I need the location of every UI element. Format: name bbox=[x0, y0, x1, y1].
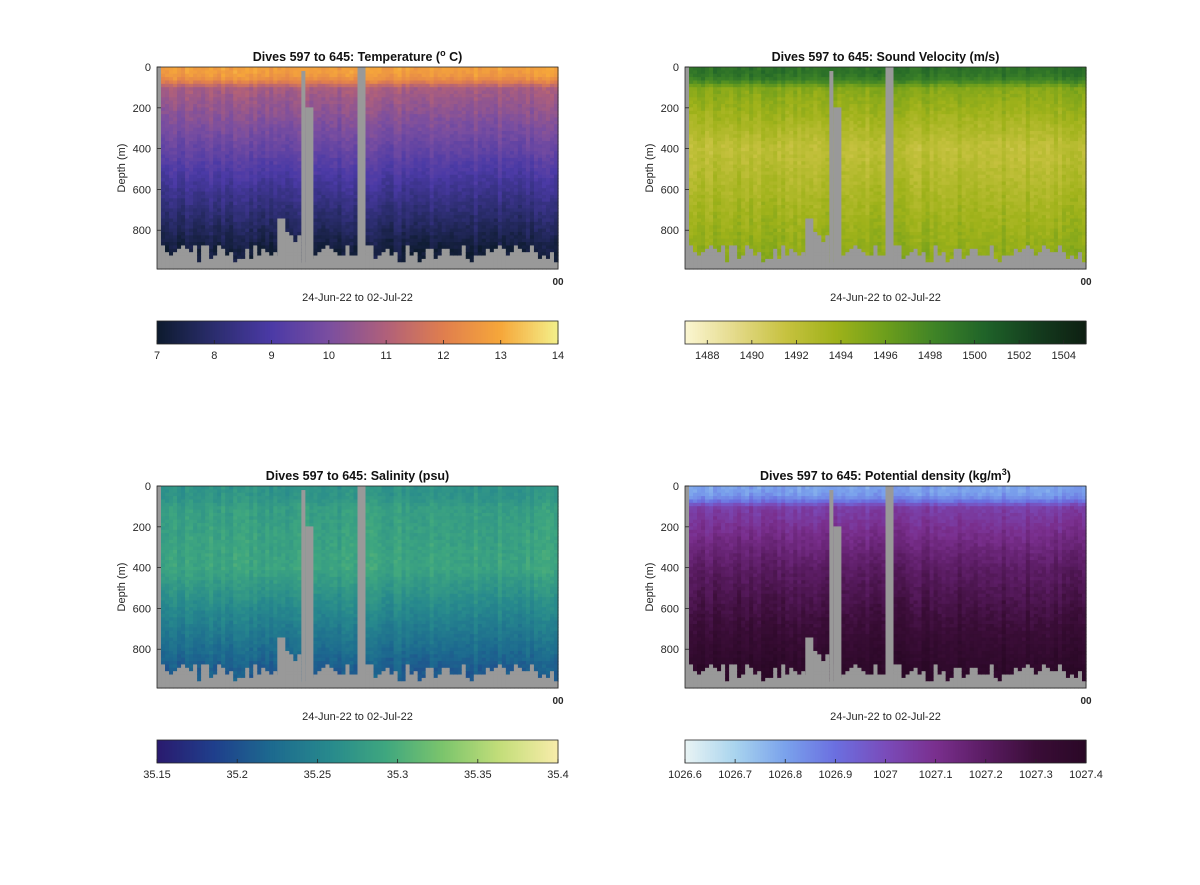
chart-title-text: Dives 597 to 645: Temperature ( bbox=[253, 50, 441, 64]
heatmap-cells bbox=[157, 67, 559, 270]
chart-title-suffix: C) bbox=[446, 50, 463, 64]
panel-1: Dives 597 to 645: Temperature (o C)02004… bbox=[116, 48, 564, 362]
chart-title: Dives 597 to 645: Temperature (o C) bbox=[253, 48, 463, 64]
